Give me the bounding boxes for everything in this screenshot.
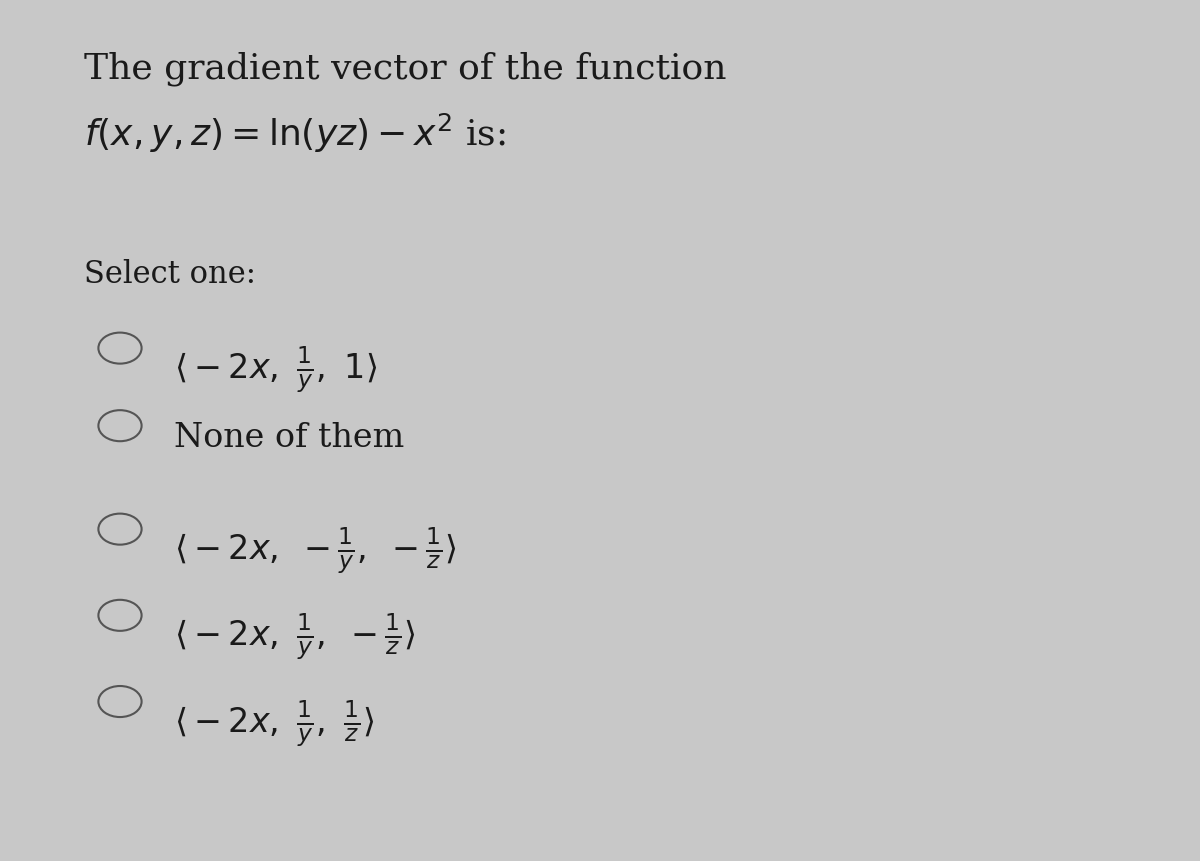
Text: The gradient vector of the function: The gradient vector of the function [84,52,726,86]
Text: $\langle -2x,\ -\frac{1}{y},\ -\frac{1}{z} \rangle$: $\langle -2x,\ -\frac{1}{y},\ -\frac{1}{… [174,525,457,575]
Text: $\langle -2x,\ \frac{1}{y},\ 1 \rangle$: $\langle -2x,\ \frac{1}{y},\ 1 \rangle$ [174,344,377,394]
Text: None of them: None of them [174,422,404,454]
Text: $\langle -2x,\ \frac{1}{y},\ \frac{1}{z} \rangle$: $\langle -2x,\ \frac{1}{y},\ \frac{1}{z}… [174,697,374,747]
Text: $\langle -2x,\ \frac{1}{y},\ -\frac{1}{z} \rangle$: $\langle -2x,\ \frac{1}{y},\ -\frac{1}{z… [174,611,416,661]
Text: Select one:: Select one: [84,258,256,289]
Text: $f(x, y, z) = \ln(yz) - x^2$ is:: $f(x, y, z) = \ln(yz) - x^2$ is: [84,112,506,155]
